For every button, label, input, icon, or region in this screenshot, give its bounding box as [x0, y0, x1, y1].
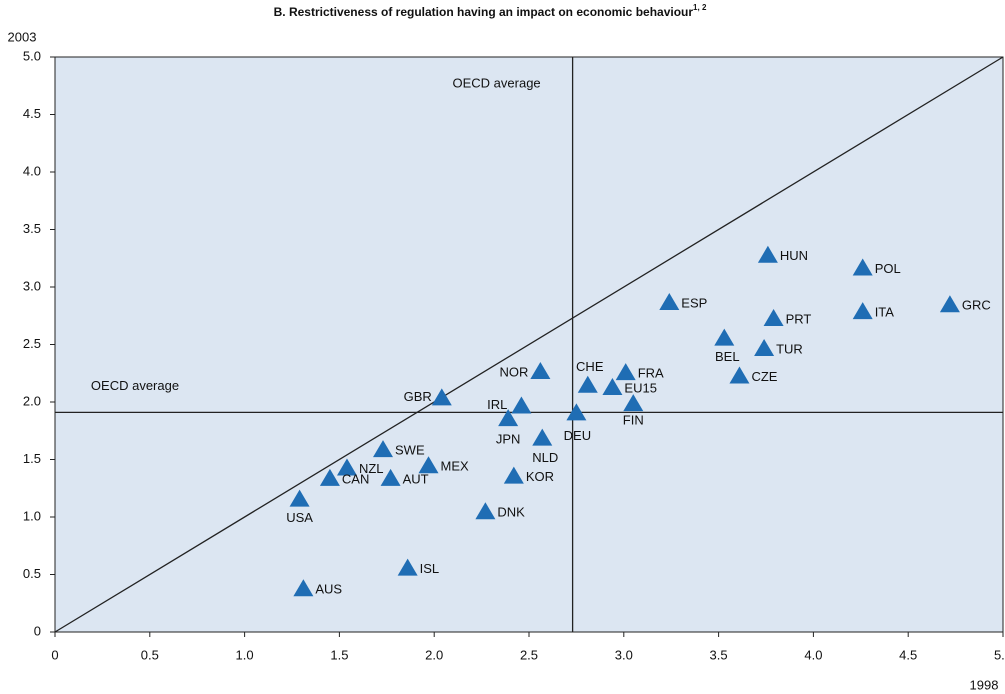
x-tick-label: 0.5	[141, 647, 159, 662]
point-marker	[498, 409, 519, 427]
x-tick-label: 3.0	[615, 647, 633, 662]
point-label: PRT	[786, 311, 812, 326]
y-tick-label: 4.5	[23, 106, 41, 121]
point-marker	[659, 292, 680, 310]
point-marker	[623, 394, 644, 412]
point-marker	[431, 388, 452, 406]
x-tick-label: 1.0	[236, 647, 254, 662]
point-marker	[336, 458, 357, 476]
x-tick-label: 4.0	[804, 647, 822, 662]
x-tick-label: 0	[51, 647, 58, 662]
point-label: USA	[286, 510, 313, 525]
point-marker	[939, 295, 960, 313]
y-tick-label: 3.5	[23, 221, 41, 236]
point-marker	[530, 361, 551, 379]
point-label: CZE	[751, 369, 777, 384]
point-marker	[532, 428, 553, 446]
point-marker	[757, 245, 778, 263]
point-label: NOR	[499, 364, 528, 379]
point-marker	[503, 466, 524, 484]
point-marker	[373, 440, 394, 458]
point-marker	[511, 396, 532, 414]
point-label: CHE	[576, 359, 604, 374]
point-marker	[602, 378, 623, 396]
point-marker	[566, 403, 587, 421]
point-label: DEU	[564, 428, 591, 443]
point-label: IRL	[487, 397, 507, 412]
y-tick-label: 1.0	[23, 508, 41, 523]
point-label: KOR	[526, 469, 554, 484]
x-tick-label: 2.5	[520, 647, 538, 662]
point-marker	[289, 489, 310, 507]
y-tick-label: 2.5	[23, 336, 41, 351]
y-tick-label: 3.0	[23, 278, 41, 293]
chart-title: B. Restrictiveness of regulation having …	[274, 3, 707, 19]
point-label: DNK	[497, 505, 525, 520]
point-label: GBR	[404, 389, 432, 404]
y-axis-label: 2003	[8, 29, 37, 44]
point-marker	[714, 328, 735, 346]
diagonal-line	[54, 56, 1004, 633]
point-marker	[852, 302, 873, 320]
point-marker	[293, 579, 314, 597]
y-tick-label: 5.0	[23, 48, 41, 63]
point-label: HUN	[780, 248, 808, 263]
y-tick-label: 0	[34, 623, 41, 638]
point-label: EU15	[624, 380, 657, 395]
point-marker	[852, 258, 873, 276]
point-label: MEX	[441, 459, 470, 474]
point-label: GRC	[962, 298, 991, 313]
point-label: CAN	[342, 471, 369, 486]
x-tick-label: 4.5	[899, 647, 917, 662]
point-label: SWE	[395, 443, 425, 458]
point-marker	[319, 468, 340, 486]
y-tick-label: 0.5	[23, 566, 41, 581]
x-axis-label: 1998	[970, 677, 999, 692]
point-marker	[577, 375, 598, 393]
point-marker	[380, 468, 401, 486]
point-label: ISL	[420, 561, 440, 576]
hline-label: OECD average	[91, 378, 179, 393]
point-label: AUT	[403, 471, 429, 486]
point-marker	[729, 366, 750, 384]
point-marker	[418, 456, 439, 474]
title-superscript: 1, 2	[693, 3, 707, 12]
point-label: JPN	[496, 432, 521, 447]
point-marker	[763, 309, 784, 327]
point-label: NZL	[359, 461, 384, 476]
y-tick-label: 2.0	[23, 393, 41, 408]
vline-label: OECD average	[453, 75, 541, 90]
point-label: FIN	[623, 413, 644, 428]
point-label: ESP	[681, 295, 707, 310]
point-label: AUS	[315, 582, 342, 597]
point-label: FRA	[638, 366, 664, 381]
x-tick-label: 5.0	[994, 647, 1005, 662]
point-marker	[754, 338, 775, 356]
point-marker	[615, 363, 636, 381]
y-tick-label: 4.0	[23, 163, 41, 178]
point-label: TUR	[776, 341, 803, 356]
y-tick-label: 1.5	[23, 451, 41, 466]
point-marker	[475, 502, 496, 520]
point-label: BEL	[715, 349, 740, 364]
point-label: ITA	[875, 305, 895, 320]
point-label: NLD	[532, 450, 558, 465]
x-tick-label: 3.5	[710, 647, 728, 662]
x-tick-label: 1.5	[330, 647, 348, 662]
point-marker	[397, 558, 418, 576]
title-text: B. Restrictiveness of regulation having …	[274, 5, 694, 19]
point-label: POL	[875, 261, 901, 276]
x-tick-label: 2.0	[425, 647, 443, 662]
